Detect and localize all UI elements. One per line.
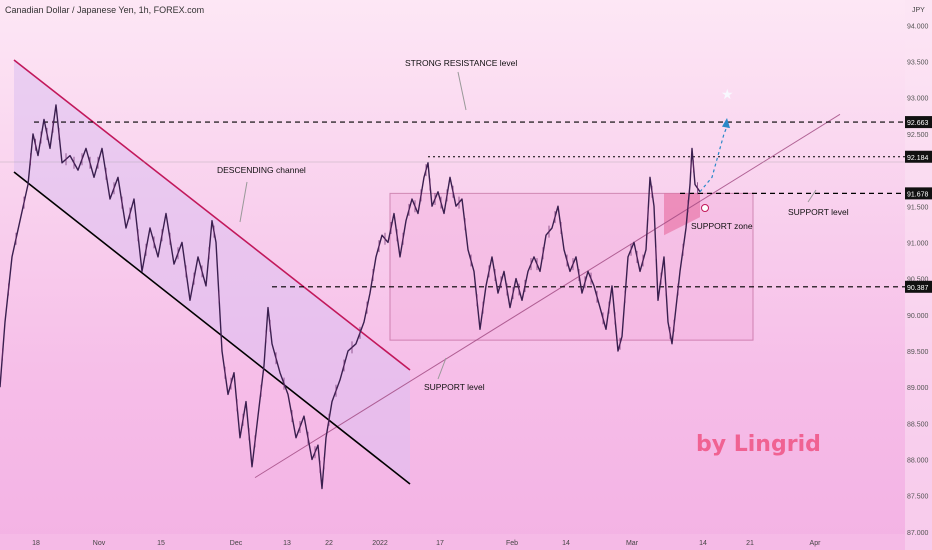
x-tick-label: 15 bbox=[157, 540, 165, 547]
price-label-box bbox=[905, 116, 932, 129]
x-tick-label: 13 bbox=[283, 540, 291, 547]
y-tick-label: 93.000 bbox=[907, 96, 929, 103]
price-series bbox=[0, 104, 701, 490]
y-tick-label: 88.500 bbox=[907, 421, 929, 428]
price-label: 92.663 bbox=[907, 120, 929, 127]
time-axis-bg bbox=[0, 534, 905, 550]
y-tick-label: 91.500 bbox=[907, 204, 929, 211]
x-tick-label: 14 bbox=[699, 540, 707, 547]
x-tick-label: 18 bbox=[32, 540, 40, 547]
target-star-icon: ★ bbox=[721, 86, 734, 102]
x-tick-label: Mar bbox=[626, 540, 639, 547]
channel-lower-line bbox=[13, 171, 411, 485]
price-label: 92.184 bbox=[907, 155, 929, 162]
y-tick-label: 91.000 bbox=[907, 240, 929, 247]
y-tick-label: 90.500 bbox=[907, 277, 929, 284]
axis-unit-label: JPY bbox=[912, 7, 925, 14]
x-tick-label: Dec bbox=[230, 540, 243, 547]
resistance-label: STRONG RESISTANCE level bbox=[405, 58, 517, 68]
support-level-bottom-label: SUPPORT level bbox=[424, 382, 485, 392]
resistance-arrow bbox=[457, 71, 467, 111]
support-level-right-label: SUPPORT level bbox=[788, 207, 849, 217]
price-label: 91.678 bbox=[907, 191, 929, 198]
channel-arrow bbox=[239, 181, 248, 223]
rising-support-line bbox=[254, 113, 841, 479]
price-label: 90.387 bbox=[907, 285, 929, 292]
x-tick-label: 2022 bbox=[372, 540, 388, 547]
symbol-title: Canadian Dollar / Japanese Yen, 1h, FORE… bbox=[5, 5, 205, 15]
y-tick-label: 87.500 bbox=[907, 494, 929, 501]
price-label-box bbox=[905, 187, 932, 200]
support-zone-marker-icon bbox=[701, 204, 709, 212]
support-bottom-arrow bbox=[437, 357, 447, 380]
x-tick-label: 21 bbox=[746, 540, 754, 547]
drawings-layer bbox=[0, 59, 905, 485]
author-watermark: by Lingrid bbox=[696, 432, 821, 457]
price-label-box bbox=[905, 280, 932, 293]
x-tick-label: 22 bbox=[325, 540, 333, 547]
channel-upper-line bbox=[13, 59, 411, 371]
y-tick-label: 89.500 bbox=[907, 349, 929, 356]
y-tick-label: 90.000 bbox=[907, 313, 929, 320]
price-label-box bbox=[905, 150, 932, 163]
candle-wicks bbox=[2, 120, 698, 473]
x-tick-label: Feb bbox=[506, 540, 518, 547]
support-zone-label: SUPPORT zone bbox=[691, 221, 753, 231]
x-tick-label: Apr bbox=[810, 540, 822, 547]
y-tick-label: 92.500 bbox=[907, 132, 929, 139]
support-right-arrow bbox=[807, 189, 817, 203]
y-tick-label: 87.000 bbox=[907, 530, 929, 537]
x-tick-label: 14 bbox=[562, 540, 570, 547]
y-tick-label: 89.000 bbox=[907, 385, 929, 392]
x-tick-label: Nov bbox=[93, 540, 106, 547]
y-tick-label: 93.500 bbox=[907, 60, 929, 67]
projection-path bbox=[699, 126, 728, 193]
projection-arrowhead bbox=[722, 117, 730, 129]
channel-label: DESCENDING channel bbox=[217, 165, 306, 175]
support-zone-highlight bbox=[664, 193, 700, 236]
x-tick-label: 17 bbox=[436, 540, 444, 547]
annotation-layer: STRONG RESISTANCE level DESCENDING channe… bbox=[217, 58, 849, 392]
descending-channel-fill bbox=[14, 60, 410, 484]
price-axis-bg bbox=[905, 0, 932, 550]
series-layer: ★ bbox=[0, 86, 734, 490]
y-tick-label: 88.000 bbox=[907, 458, 929, 465]
y-tick-label: 94.000 bbox=[907, 23, 929, 30]
